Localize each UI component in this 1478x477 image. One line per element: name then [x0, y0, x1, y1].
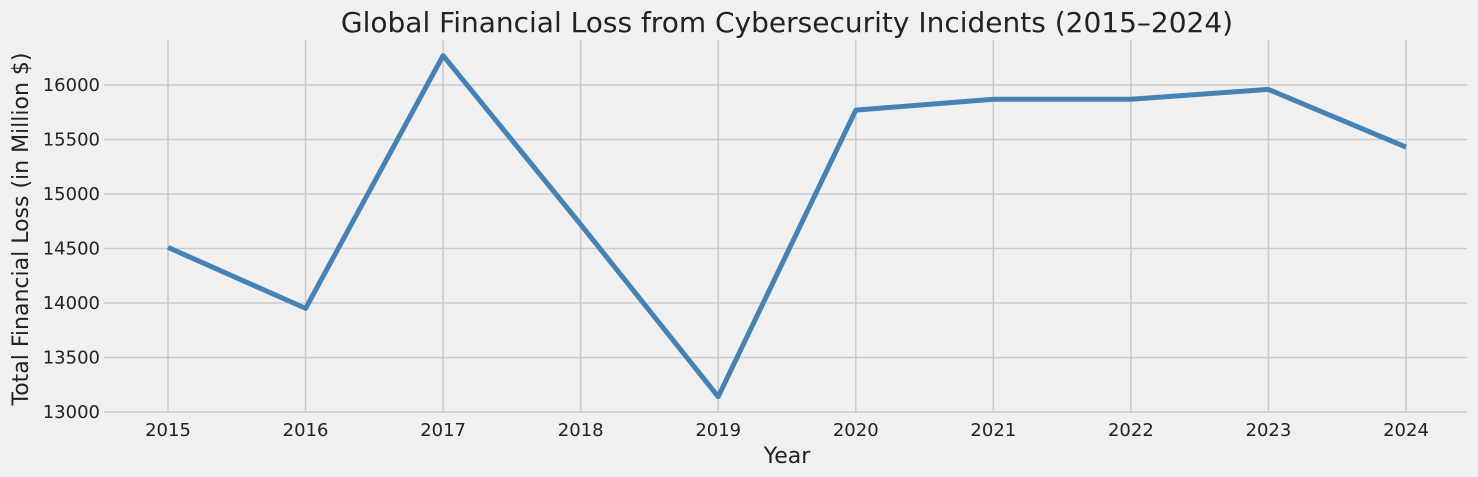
x-tick-label: 2018: [558, 420, 604, 441]
x-tick-label: 2017: [420, 420, 466, 441]
y-tick-label: 14000: [43, 293, 100, 314]
grid: [104, 40, 1467, 413]
y-tick-label: 13000: [43, 402, 100, 423]
y-tick-label: 13500: [43, 348, 100, 369]
x-tick-label: 2020: [833, 420, 879, 441]
series-layer: [166, 53, 1407, 400]
x-tick-labels: 2015 2016 2017 2018 2019 2020 2021 2022 2023 2024: [145, 420, 1429, 441]
y-tick-labels: 13000 13500 14000 14500 15000 15500 16000: [43, 75, 100, 423]
y-tick-label: 14500: [43, 239, 100, 260]
x-tick-label: 2016: [283, 420, 329, 441]
y-tick-label: 15500: [43, 130, 100, 151]
x-tick-label: 2021: [970, 420, 1016, 441]
y-tick-label: 15000: [43, 184, 100, 205]
x-axis-label: Year: [763, 444, 812, 469]
x-tick-label: 2015: [145, 420, 191, 441]
y-tick-label: 16000: [43, 75, 100, 96]
x-tick-label: 2019: [695, 420, 741, 441]
chart-title: Global Financial Loss from Cybersecurity…: [341, 6, 1233, 39]
series-line-0: [166, 53, 1407, 400]
x-tick-label: 2024: [1383, 420, 1429, 441]
y-axis-label: Total Financial Loss (in Million $): [9, 53, 34, 407]
x-tick-label: 2023: [1246, 420, 1292, 441]
x-tick-label: 2022: [1108, 420, 1154, 441]
